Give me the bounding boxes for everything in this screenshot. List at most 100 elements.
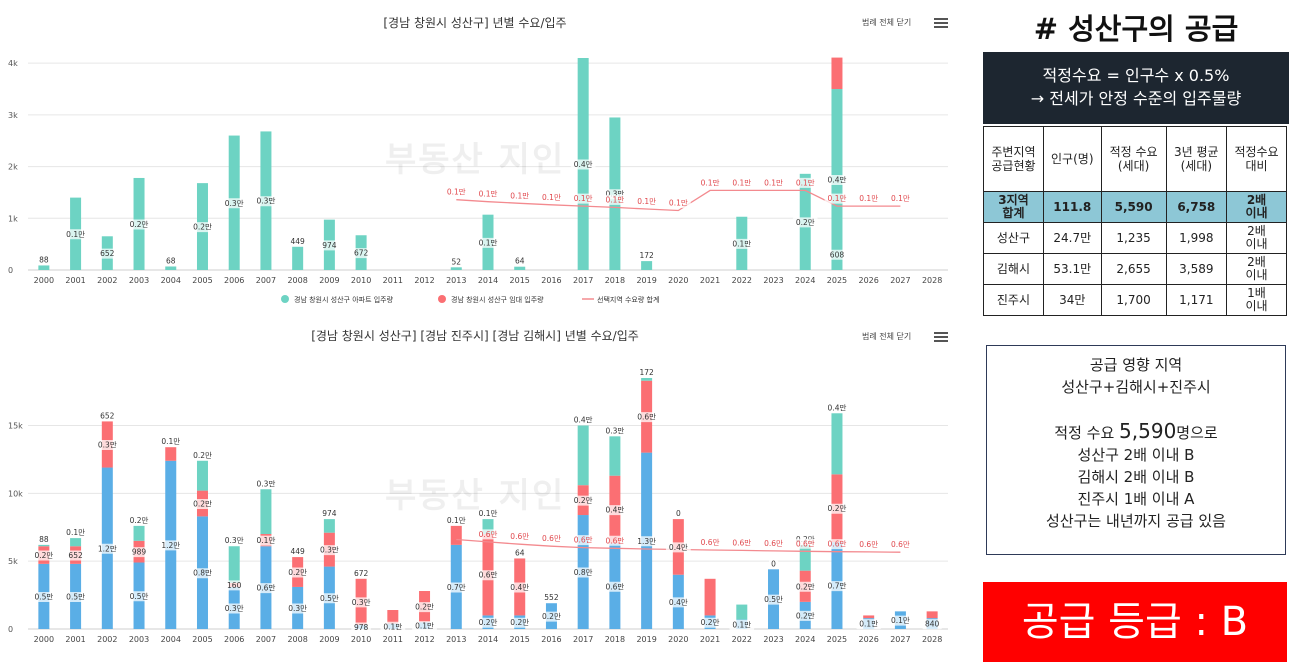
data-label: 0.3만	[98, 440, 117, 449]
x-tick-label: 2007	[256, 276, 276, 285]
x-tick-label: 2002	[97, 635, 117, 644]
data-label: 0	[771, 559, 776, 568]
data-label: 0.1만	[447, 516, 466, 525]
label-bg	[539, 611, 564, 622]
data-label: 0.2만	[193, 223, 212, 232]
table-cell: 3지역 합계	[983, 191, 1044, 223]
table-row: 진주시 34만 1,700 1,171 1배 이내	[983, 284, 1287, 316]
summary-line: 공급 영향 지역	[1089, 356, 1183, 374]
label-bg	[570, 414, 596, 425]
x-tick-label: 2011	[383, 276, 403, 285]
bar	[228, 546, 240, 583]
data-label: 0	[676, 509, 681, 518]
label-bg	[507, 617, 533, 628]
x-tick-label: 2020	[668, 635, 688, 644]
line-label: 0.1만	[479, 190, 498, 199]
chart-title: [경남 창원시 성산구] 년별 수요/입주	[383, 16, 567, 30]
label-bg	[163, 255, 178, 266]
label-bg	[475, 189, 501, 200]
label-bg	[348, 597, 374, 608]
x-tick-label: 2019	[636, 276, 656, 285]
x-tick-label: 2001	[65, 635, 85, 644]
y-tick-label: 15k	[8, 421, 23, 430]
bar	[704, 578, 716, 616]
label-bg	[570, 495, 596, 506]
hamburger-menu-icon[interactable]	[934, 332, 948, 342]
formula-line: → 전세가 안정 수준의 입주물량	[1030, 89, 1242, 108]
label-bg	[443, 187, 469, 198]
legend-close-all-button[interactable]: 범례 전체 닫기	[862, 18, 912, 27]
bar	[831, 57, 843, 90]
table-header-cell: 3년 평균 (세대)	[1165, 126, 1228, 192]
data-label: 0.1만	[891, 616, 910, 625]
line-label: 0.6만	[701, 538, 720, 547]
data-label: 0.5만	[764, 595, 783, 604]
table-row: 성산구 24.7만 1,235 1,998 2배 이내	[983, 222, 1287, 254]
label-bg	[507, 190, 533, 201]
x-tick-label: 2002	[97, 276, 117, 285]
data-label: 0.1만	[383, 622, 402, 631]
data-label: 0.2만	[542, 612, 561, 621]
hamburger-menu-icon[interactable]	[934, 18, 948, 28]
label-bg	[888, 615, 913, 626]
x-tick-label: 2016	[541, 276, 561, 285]
data-label: 0.2만	[288, 568, 307, 577]
label-bg	[665, 597, 691, 608]
x-tick-label: 2015	[510, 635, 530, 644]
x-tick-label: 2021	[700, 276, 720, 285]
bar	[450, 525, 462, 545]
data-label: 0.3만	[605, 190, 624, 199]
label-bg	[253, 583, 279, 594]
data-label: 1.3만	[637, 537, 656, 546]
data-label: 68	[166, 256, 176, 265]
data-label: 0.2만	[796, 582, 815, 591]
label-bg	[224, 580, 245, 591]
label-bg	[475, 237, 501, 248]
x-tick-label: 2006	[224, 276, 244, 285]
x-tick-label: 2006	[224, 635, 244, 644]
table-row: 3지역 합계 111.8 5,590 6,758 2배 이내	[983, 191, 1287, 223]
x-tick-label: 2027	[890, 276, 910, 285]
label-bg	[792, 217, 818, 228]
label-bg	[36, 534, 52, 545]
label-bg	[768, 558, 779, 569]
x-tick-label: 2023	[763, 635, 783, 644]
label-bg	[412, 621, 437, 632]
data-label: 88	[39, 535, 49, 544]
x-tick-label: 2014	[478, 276, 498, 285]
bar	[260, 489, 272, 535]
data-label: 0.1만	[415, 622, 434, 631]
table-cell: 1,235	[1100, 222, 1167, 254]
table-cell: 진주시	[983, 284, 1044, 316]
table-header-cell: 적정수요 대비	[1226, 126, 1287, 192]
label-bg	[319, 508, 340, 519]
label-bg	[729, 619, 755, 630]
data-label: 0.4만	[574, 160, 593, 169]
x-tick-label: 2018	[605, 276, 625, 285]
line-label: 0.1만	[669, 199, 688, 208]
label-bg	[190, 568, 215, 579]
x-tick-label: 2026	[859, 276, 879, 285]
line-label: 0.1만	[859, 194, 878, 203]
data-label: 0.1만	[161, 437, 180, 446]
legend-swatch	[438, 295, 446, 303]
label-bg	[827, 249, 847, 260]
label-bg	[570, 193, 596, 204]
data-label: 0.2만	[828, 504, 847, 513]
table-header-cell: 주변지역 공급현황	[983, 126, 1044, 192]
label-bg	[319, 240, 340, 251]
label-bg	[36, 254, 52, 265]
label-bg	[729, 537, 755, 548]
label-bg	[888, 193, 913, 204]
label-bg	[63, 229, 88, 240]
legend-label: 경남 창원시 성산구 임대 입주량	[451, 295, 544, 304]
label-bg	[602, 535, 628, 546]
bar	[323, 519, 335, 533]
line-label: 0.1만	[542, 193, 561, 202]
label-bg	[888, 539, 913, 550]
y-tick-label: 3k	[8, 111, 18, 120]
data-label: 974	[322, 241, 337, 250]
legend-close-all-button[interactable]: 범례 전체 닫기	[862, 332, 912, 341]
label-bg	[824, 402, 850, 413]
data-label: 0.5만	[66, 592, 85, 601]
